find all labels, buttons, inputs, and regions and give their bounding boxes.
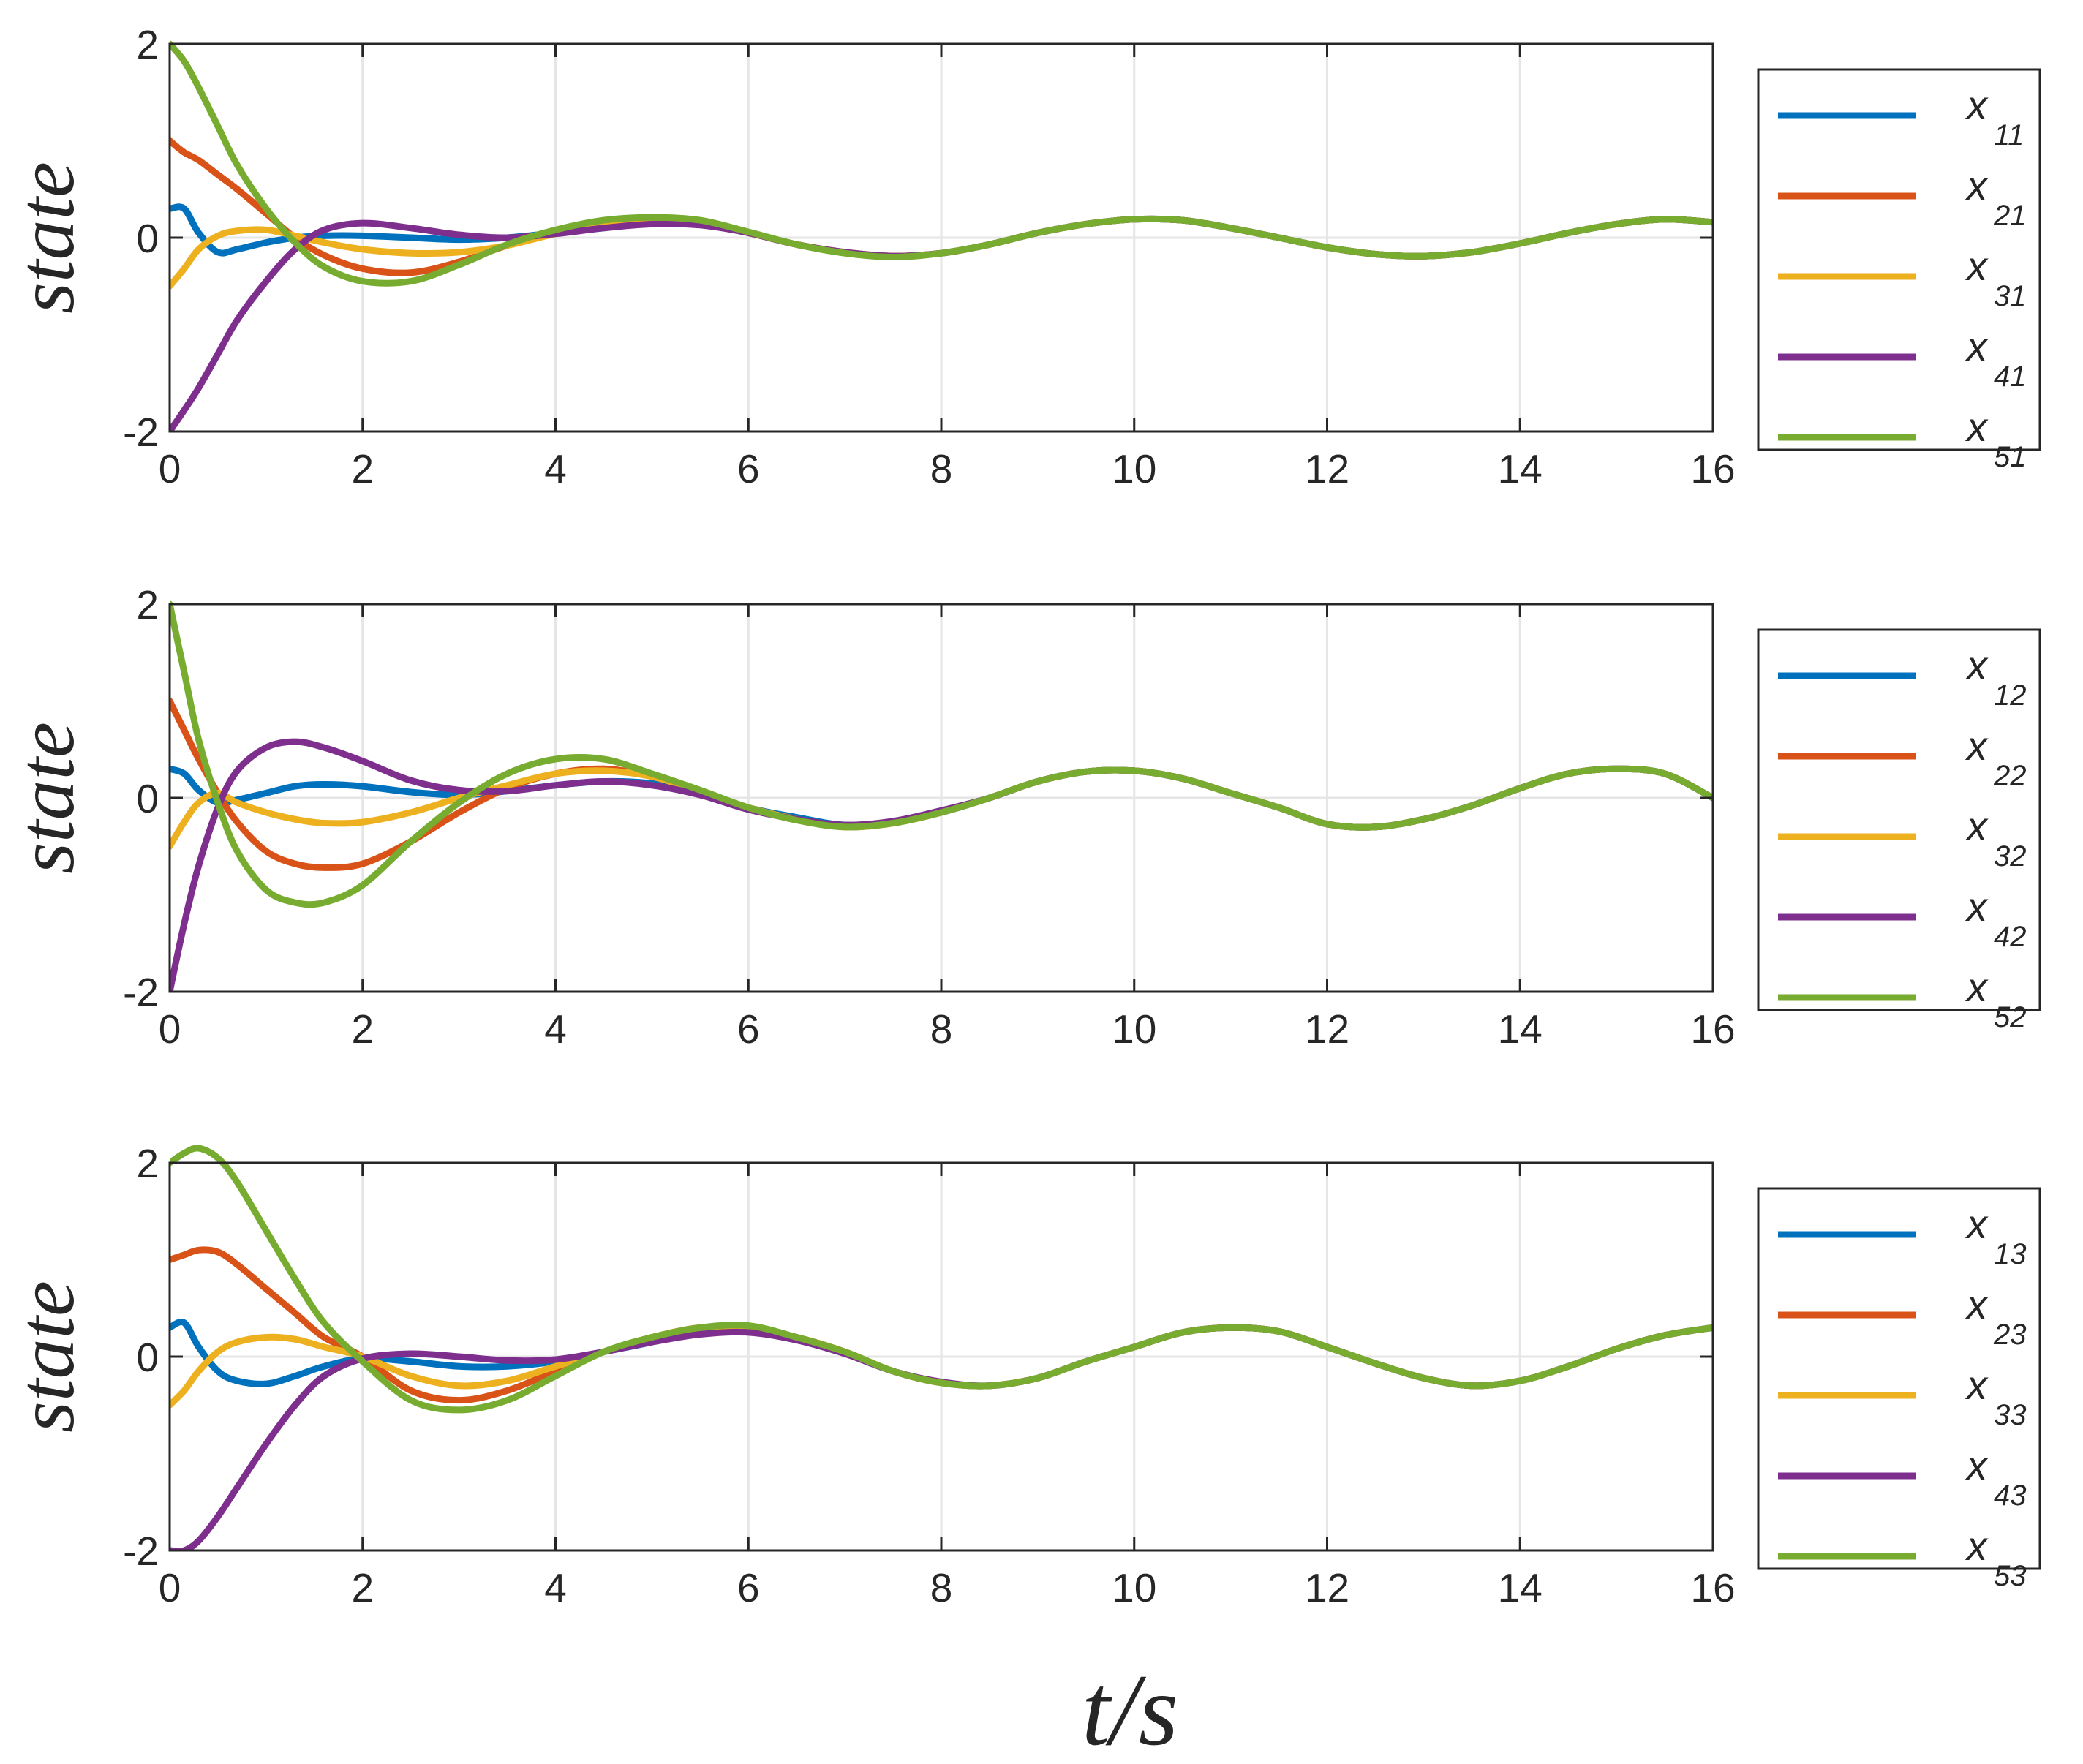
legend-label-x31: x — [1965, 243, 1989, 289]
legend-subscript-x22: 22 — [1993, 760, 2027, 792]
x-tick-label: 0 — [159, 1565, 181, 1610]
series-lines — [170, 40, 1713, 431]
x-tick-label: 14 — [1498, 446, 1543, 491]
y-tick-label: 0 — [136, 1335, 159, 1380]
x-tick-label: 2 — [351, 1006, 374, 1052]
legend-label-x12: x — [1965, 642, 1989, 688]
legend-label-x51: x — [1965, 404, 1989, 450]
y-tick-label: -2 — [123, 410, 159, 455]
x-tick-label: 4 — [544, 446, 567, 491]
legend-label-x32: x — [1965, 803, 1989, 849]
x-tick-label: 16 — [1690, 1006, 1735, 1052]
series-line-x52 — [170, 600, 1713, 908]
x-tick-label: 4 — [544, 1565, 567, 1610]
x-tick-label: 16 — [1690, 1565, 1735, 1610]
legend-subscript-x13: 13 — [1994, 1238, 2027, 1270]
x-tick-label: 6 — [737, 446, 760, 491]
x-tick-label: 16 — [1690, 446, 1735, 491]
series-line-x53 — [170, 1145, 1713, 1414]
legend-subscript-x53: 53 — [1994, 1560, 2027, 1592]
series-line-x51 — [170, 40, 1713, 287]
legend-label-x41: x — [1965, 323, 1989, 369]
series-lines — [170, 1145, 1713, 1550]
legend-subscript-x21: 21 — [1993, 200, 2027, 232]
y-tick-label: 0 — [136, 216, 159, 261]
x-tick-label: 14 — [1498, 1006, 1543, 1052]
y-axis-label: state — [1, 1281, 91, 1433]
legend-label-x42: x — [1965, 883, 1989, 930]
legend-subscript-x32: 32 — [1994, 840, 2027, 872]
legend-label-x11: x — [1965, 82, 1989, 128]
y-tick-label: 2 — [136, 22, 159, 67]
x-tick-label: 2 — [351, 446, 374, 491]
legend-box — [1757, 628, 2041, 1011]
legend-subscript-x41: 41 — [1994, 361, 2027, 393]
x-tick-label: 10 — [1112, 1006, 1156, 1052]
y-tick-label: 2 — [136, 1141, 159, 1186]
legend-label-x21: x — [1965, 162, 1989, 208]
legend-box — [1757, 1187, 2041, 1570]
x-tick-label: 2 — [351, 1565, 374, 1610]
y-tick-label: -2 — [123, 1529, 159, 1574]
x-tick-label: 0 — [159, 446, 181, 491]
x-tick-label: 4 — [544, 1006, 567, 1052]
legend-subscript-x23: 23 — [1993, 1319, 2027, 1351]
legend-label-x22: x — [1965, 723, 1989, 769]
x-tick-label: 10 — [1112, 446, 1156, 491]
y-tick-label: 2 — [136, 582, 159, 627]
legend-label-x33: x — [1965, 1362, 1989, 1408]
legend-subscript-x33: 33 — [1994, 1399, 2027, 1431]
y-tick-label: 0 — [136, 776, 159, 821]
x-tick-label: 12 — [1305, 1565, 1349, 1610]
x-tick-label: 8 — [930, 1006, 953, 1052]
series-lines — [170, 600, 1713, 992]
y-axis-label: state — [1, 722, 91, 874]
x-axis-label: t/s — [1082, 1654, 1178, 1764]
y-axis-label: state — [1, 162, 91, 314]
legend-subscript-x51: 51 — [1994, 441, 2027, 473]
legend-subscript-x52: 52 — [1994, 1001, 2027, 1033]
legend-subscript-x43: 43 — [1994, 1480, 2027, 1512]
legend-subscript-x31: 31 — [1994, 280, 2027, 312]
legend-box — [1757, 68, 2041, 451]
legend-subscript-x42: 42 — [1994, 921, 2027, 953]
y-tick-label: -2 — [123, 970, 159, 1015]
x-tick-label: 12 — [1305, 446, 1349, 491]
legend-subscript-x11: 11 — [1994, 119, 2024, 151]
legend-label-x43: x — [1965, 1442, 1989, 1488]
legend-label-x53: x — [1965, 1523, 1989, 1569]
x-tick-label: 8 — [930, 1565, 953, 1610]
x-tick-label: 6 — [737, 1565, 760, 1610]
legend-label-x23: x — [1965, 1281, 1989, 1327]
legend-subscript-x12: 12 — [1994, 679, 2027, 712]
x-tick-label: 14 — [1498, 1565, 1543, 1610]
legend-label-x13: x — [1965, 1201, 1989, 1247]
x-tick-label: 10 — [1112, 1565, 1156, 1610]
x-tick-label: 12 — [1305, 1006, 1349, 1052]
x-tick-label: 6 — [737, 1006, 760, 1052]
legend-label-x52: x — [1965, 964, 1989, 1010]
x-tick-label: 8 — [930, 446, 953, 491]
x-tick-label: 0 — [159, 1006, 181, 1052]
